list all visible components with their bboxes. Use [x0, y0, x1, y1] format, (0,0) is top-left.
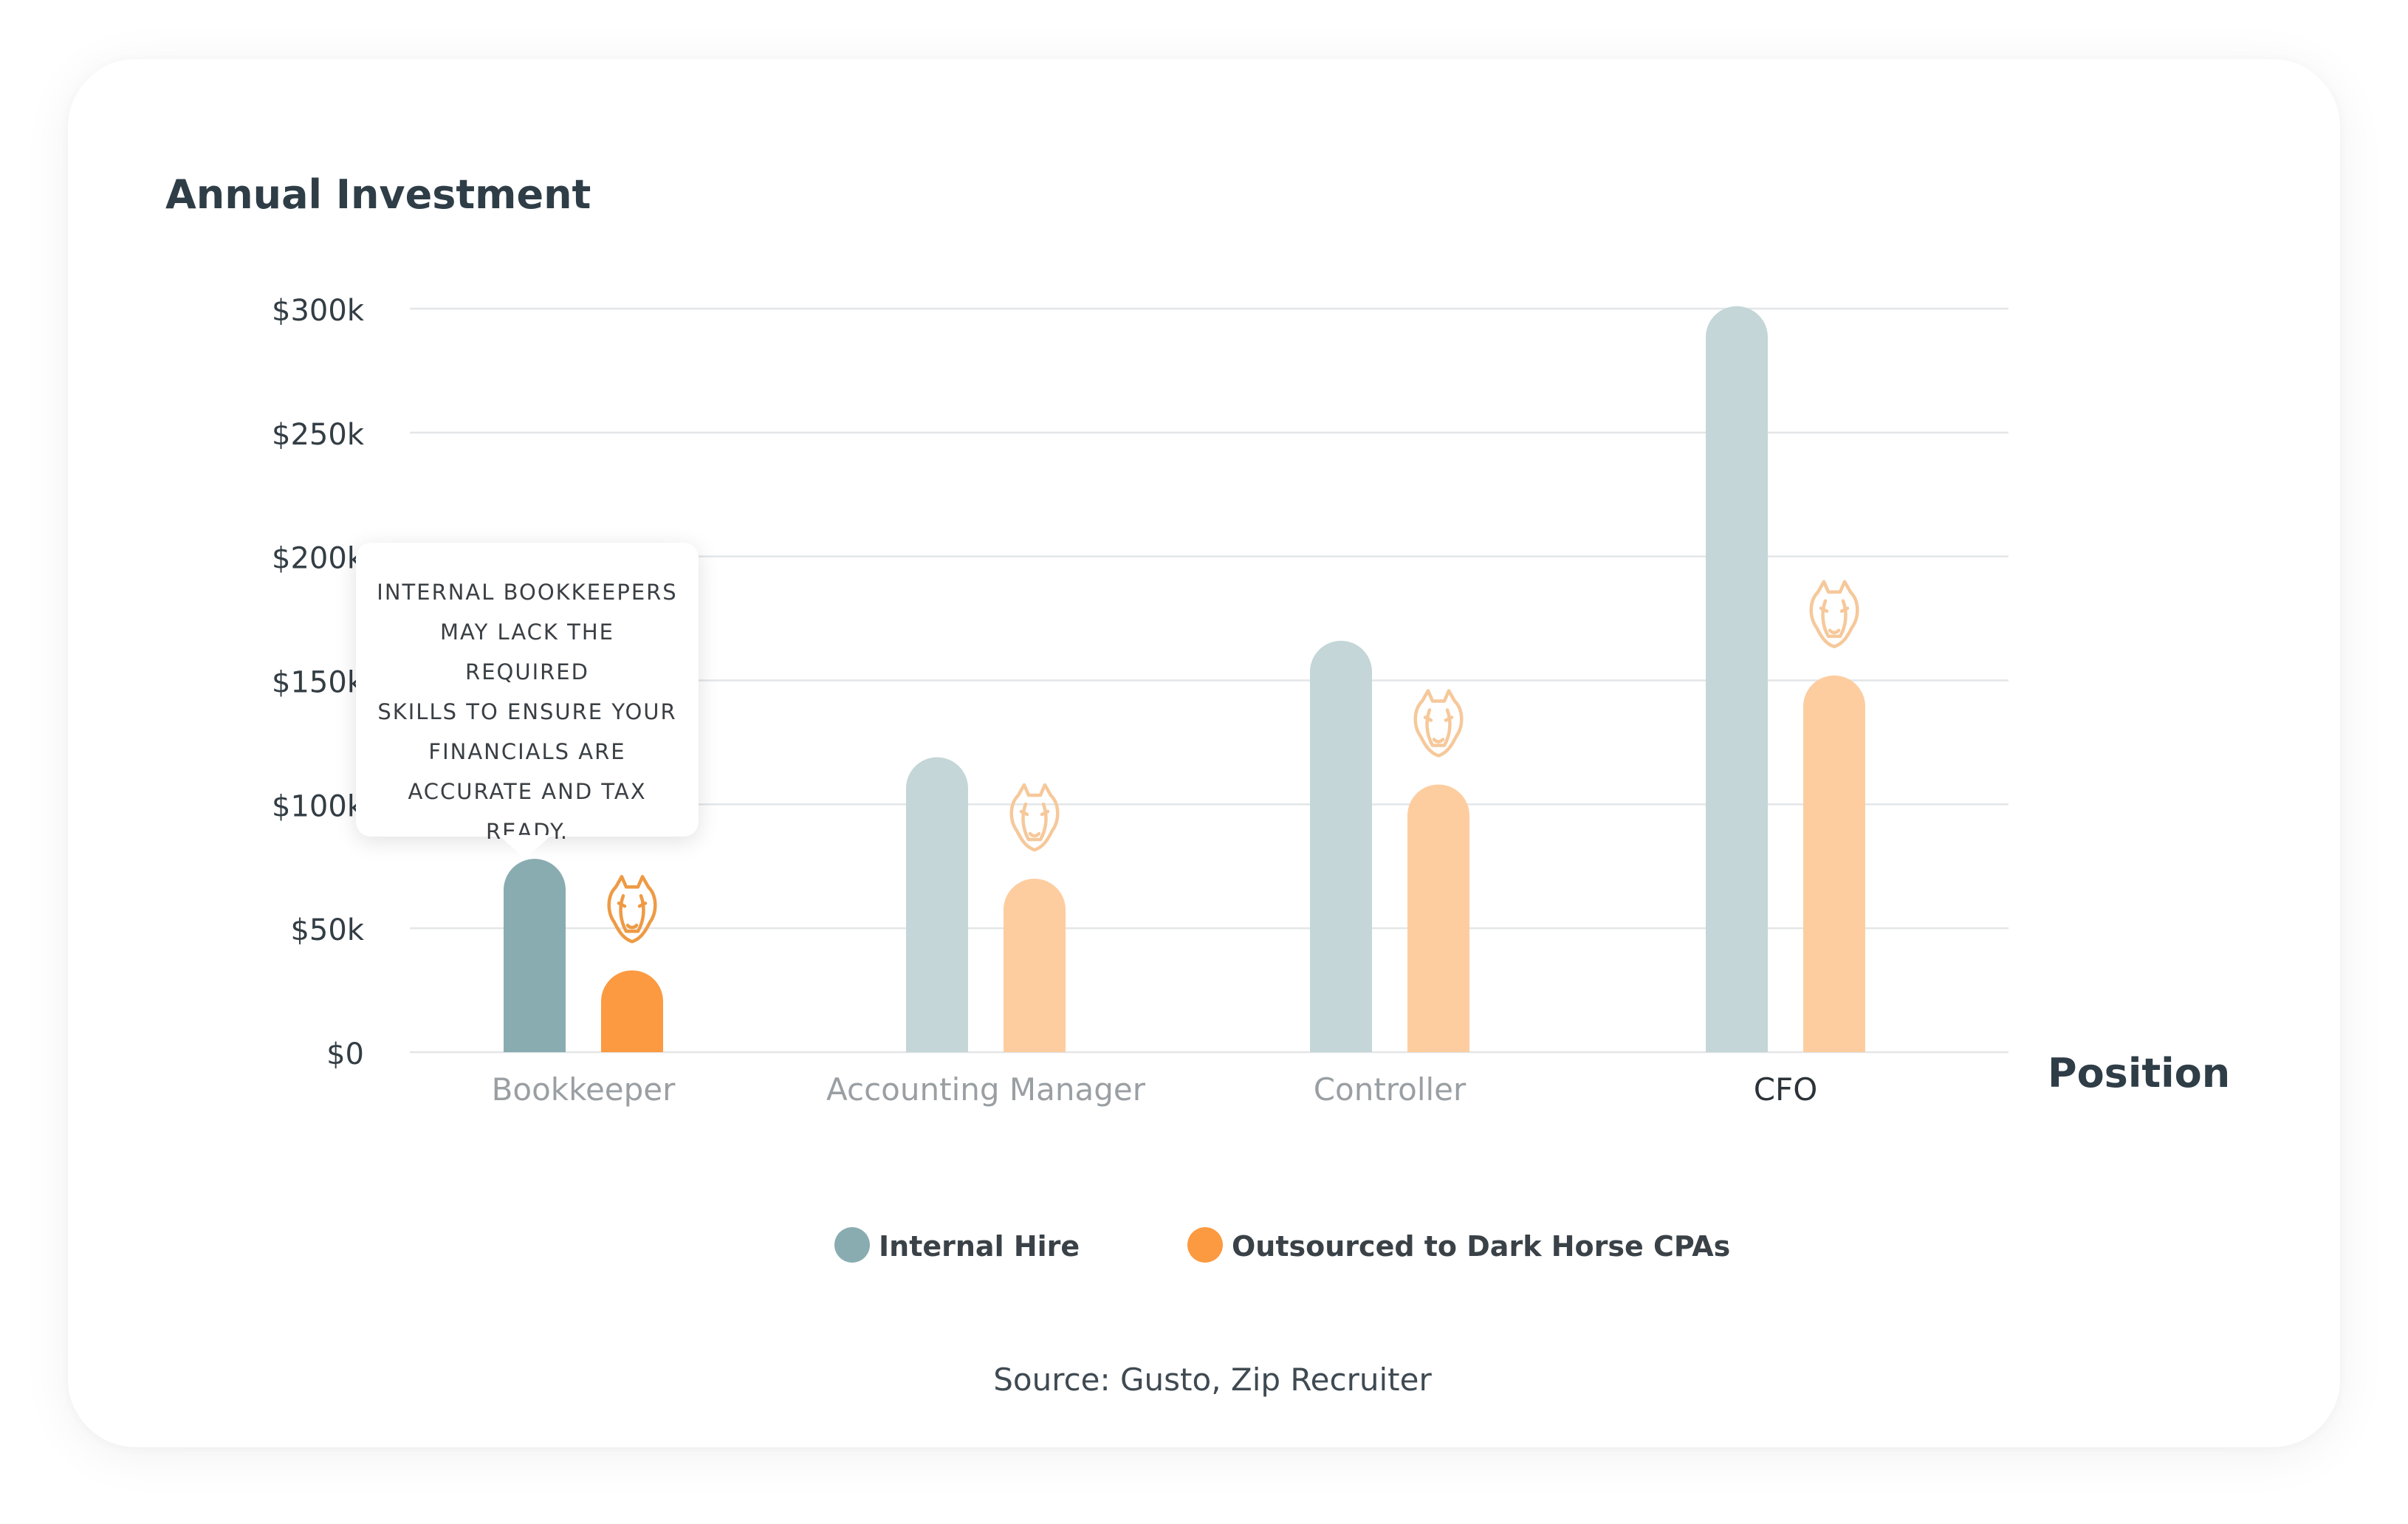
x-axis-ticks: Bookkeeper Accounting Manager Controller CF… — [492, 1071, 1818, 1108]
horse-head-outline — [607, 874, 657, 944]
horse-face-line — [619, 893, 645, 933]
marker-icons — [607, 580, 1859, 944]
source-note: Source: Gusto, Zip Recruiter — [993, 1362, 1432, 1398]
x-tick-label: Bookkeeper — [492, 1071, 676, 1108]
bar-tooltip: INTERNAL BOOKKEEPERS MAY LACK THE REQUIR… — [356, 543, 699, 859]
y-tick-label: $250k — [272, 418, 365, 452]
horse-head-outline — [1009, 783, 1060, 852]
bars — [504, 306, 1865, 1053]
horse-eye-line — [1839, 606, 1850, 614]
x-tick-label: Controller — [1314, 1071, 1467, 1108]
y-tick-label: $50k — [290, 913, 364, 947]
horse-eye-line — [1423, 715, 1433, 722]
horse-face-line — [1821, 599, 1848, 639]
internal-hire-bar — [1310, 640, 1372, 1052]
chart-title: Annual Investment — [165, 171, 591, 218]
horse-head-outline — [1809, 580, 1859, 649]
tooltip-line: ACCURATE AND TAX — [408, 779, 647, 804]
x-tick-label: Accounting Manager — [826, 1071, 1146, 1108]
y-tick-label: $300k — [272, 294, 365, 328]
horse-eye-line — [1040, 809, 1050, 817]
outsourced-bar — [601, 970, 663, 1052]
internal-hire-bar — [1706, 306, 1768, 1053]
legend: Internal Hire Outsourced to Dark Horse CP… — [834, 1227, 1730, 1263]
tooltip-line: INTERNAL BOOKKEEPERS — [377, 580, 678, 605]
internal-hire-bar — [906, 757, 968, 1052]
horse-eye-line — [637, 901, 648, 908]
horse-head-icon — [1413, 689, 1464, 758]
horse-eye-line — [617, 901, 627, 908]
horse-head-icon — [1809, 580, 1859, 649]
horse-head-icon — [1009, 783, 1060, 852]
horse-eye-line — [1819, 606, 1829, 614]
horse-mouth-line — [625, 923, 639, 930]
horse-eye-line — [1019, 809, 1029, 817]
legend-swatch — [1187, 1227, 1223, 1263]
tooltip-pointer — [498, 835, 552, 859]
legend-swatch — [834, 1227, 870, 1263]
legend-label: Outsourced to Dark Horse CPAs — [1232, 1230, 1730, 1263]
horse-face-line — [1425, 708, 1452, 747]
y-tick-label: $0 — [326, 1037, 364, 1071]
y-axis-ticks: $0 $50k $100k $150k $200k $250k $300k — [272, 294, 365, 1071]
horse-mouth-line — [1432, 738, 1445, 744]
horse-mouth-line — [1028, 831, 1041, 838]
horse-face-line — [1021, 802, 1048, 842]
y-tick-label: $150k — [272, 666, 365, 700]
tooltip-line: SKILLS TO ENSURE YOUR — [377, 699, 677, 724]
outsourced-bar — [1407, 784, 1469, 1052]
y-tick-label: $200k — [272, 542, 365, 576]
horse-head-icon — [607, 874, 657, 944]
tooltip-line: FINANCIALS ARE — [428, 739, 626, 764]
outsourced-bar — [1004, 879, 1066, 1052]
horse-mouth-line — [1828, 628, 1841, 635]
y-tick-label: $100k — [272, 789, 365, 823]
tooltip-line: MAY LACK THE REQUIRED — [439, 619, 615, 684]
x-tick-label: CFO — [1754, 1071, 1818, 1108]
x-axis-label: Position — [2048, 1050, 2230, 1096]
legend-label: Internal Hire — [879, 1230, 1080, 1263]
horse-head-outline — [1413, 689, 1464, 758]
outsourced-bar — [1803, 675, 1865, 1052]
internal-hire-bar — [504, 859, 566, 1052]
horse-eye-line — [1444, 715, 1454, 722]
